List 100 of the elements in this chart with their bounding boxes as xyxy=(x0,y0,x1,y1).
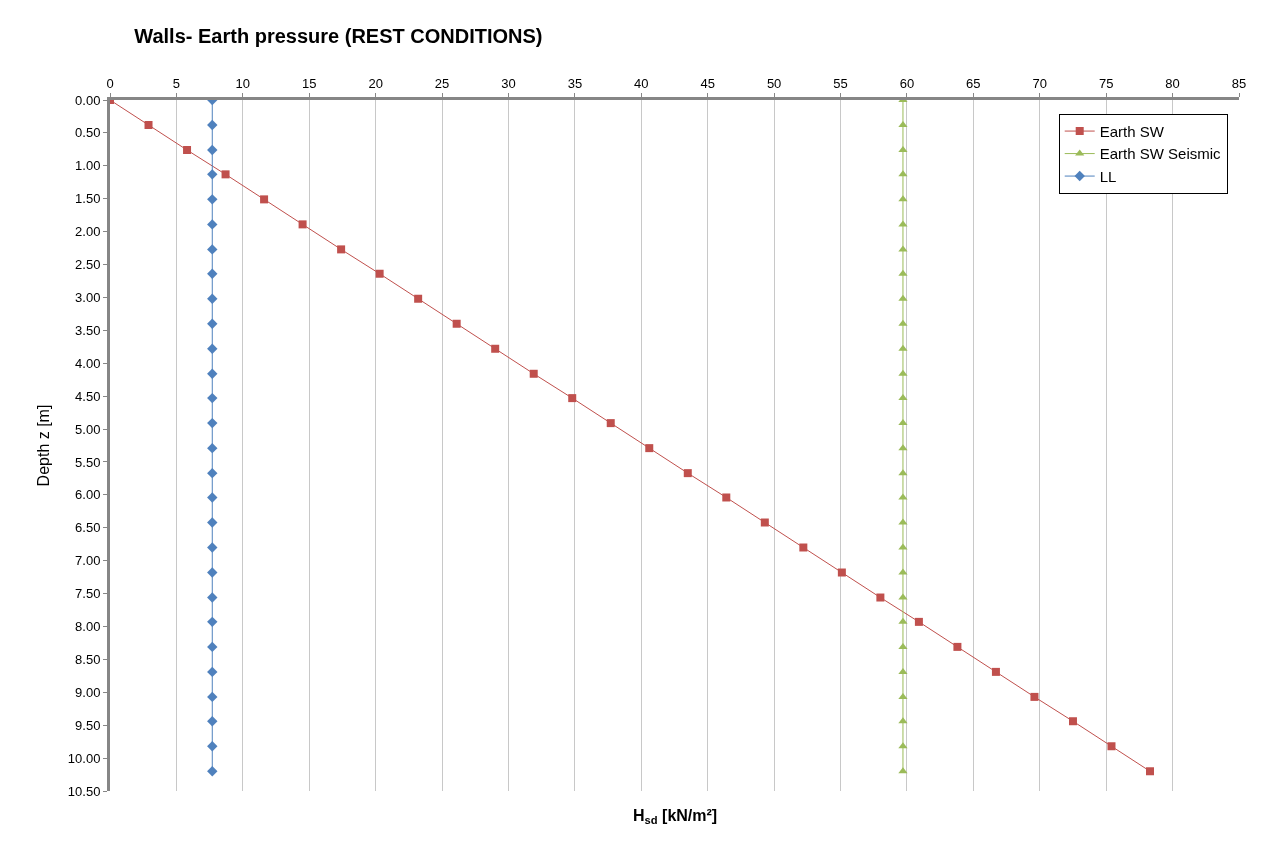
point xyxy=(898,369,908,376)
point xyxy=(898,294,908,301)
point xyxy=(1030,692,1039,701)
y-tick-label: 8.00 xyxy=(75,619,101,635)
x-tick-label: 0 xyxy=(106,75,114,91)
point xyxy=(207,517,218,528)
point xyxy=(799,543,808,552)
y-tick-label: 10.50 xyxy=(67,783,101,799)
point xyxy=(207,567,218,578)
point xyxy=(375,269,384,278)
x-tick-label: 15 xyxy=(302,75,317,91)
point xyxy=(298,220,307,229)
point xyxy=(207,293,218,304)
point xyxy=(207,318,218,329)
point xyxy=(183,146,192,155)
point xyxy=(414,294,423,303)
x-tick-label: 85 xyxy=(1231,75,1247,91)
point xyxy=(207,268,218,279)
point xyxy=(898,469,908,476)
point xyxy=(207,144,218,156)
legend-label: LL xyxy=(1099,167,1117,185)
y-tick-label: 7.00 xyxy=(75,553,101,569)
x-tick-label: 65 xyxy=(966,75,981,91)
point xyxy=(207,368,218,379)
legend-label: Earth SW Seismic xyxy=(1099,145,1222,163)
y-tick-label: 0.00 xyxy=(75,92,101,108)
point xyxy=(207,766,218,777)
x-tick-label: 30 xyxy=(501,75,516,91)
point xyxy=(876,593,885,602)
point xyxy=(606,419,615,428)
point xyxy=(645,444,654,453)
point xyxy=(1146,767,1155,776)
point xyxy=(898,568,908,575)
point xyxy=(898,269,908,276)
point xyxy=(452,319,461,328)
x-tick-label: 75 xyxy=(1098,75,1114,91)
point xyxy=(207,244,218,255)
point xyxy=(207,492,218,503)
point xyxy=(207,641,218,653)
point xyxy=(207,542,218,553)
x-tick-label: 20 xyxy=(368,75,383,91)
y-tick-label: 8.50 xyxy=(75,651,101,667)
y-tick-label: 2.00 xyxy=(75,224,101,240)
point xyxy=(207,119,218,131)
y-tick-label: 5.50 xyxy=(75,454,101,470)
y-tick-label: 3.50 xyxy=(75,322,101,338)
y-tick-label: 10.00 xyxy=(67,750,101,766)
x-tick-label: 40 xyxy=(634,75,649,91)
y-tick-label: 3.00 xyxy=(75,289,101,305)
point xyxy=(207,741,218,752)
x-tick-label: 25 xyxy=(434,75,450,91)
point xyxy=(337,245,346,254)
point xyxy=(683,469,692,478)
point xyxy=(207,666,218,678)
point xyxy=(898,518,908,525)
y-tick-label: 6.00 xyxy=(75,487,101,503)
chart-title: Walls- Earth pressure (REST CONDITIONS) xyxy=(134,25,543,48)
point xyxy=(221,170,230,179)
point xyxy=(898,543,908,550)
y-tick-label: 1.50 xyxy=(75,191,101,207)
y-tick-label: 9.50 xyxy=(75,717,101,733)
y-tick-label: 5.00 xyxy=(75,421,101,437)
point xyxy=(207,392,218,404)
x-axis-title: H$_{sd}$ [kN/m²] xyxy=(633,807,718,827)
x-tick-label: 70 xyxy=(1032,75,1047,91)
point xyxy=(207,343,218,354)
point xyxy=(898,444,908,451)
point xyxy=(207,219,218,230)
point xyxy=(898,319,908,326)
y-tick-label: 9.00 xyxy=(75,684,101,700)
point xyxy=(898,642,908,649)
point xyxy=(722,493,731,502)
point xyxy=(953,642,962,651)
point xyxy=(260,195,269,204)
point xyxy=(898,394,908,401)
point xyxy=(207,417,218,429)
y-axis-title: Depth z [m] xyxy=(34,404,52,487)
y-tick-label: 2.50 xyxy=(75,257,101,273)
point xyxy=(898,692,908,699)
y-tick-label: 1.00 xyxy=(75,158,101,174)
point xyxy=(837,568,846,577)
x-tick-label: 80 xyxy=(1165,75,1180,91)
y-tick-label: 0.50 xyxy=(75,125,101,141)
point xyxy=(207,716,218,727)
y-tick-label: 4.00 xyxy=(75,355,101,371)
x-tick-label: 55 xyxy=(833,75,848,91)
point xyxy=(914,617,923,626)
point xyxy=(898,593,908,600)
point xyxy=(207,616,218,628)
point xyxy=(898,344,908,351)
point xyxy=(760,518,769,527)
point xyxy=(207,442,218,454)
point xyxy=(144,121,153,130)
legend-label: Earth SW xyxy=(1099,122,1165,140)
x-tick-label: 35 xyxy=(567,75,583,91)
point xyxy=(568,394,577,403)
x-tick-label: 10 xyxy=(235,75,251,91)
point xyxy=(898,121,908,128)
point xyxy=(898,419,908,426)
point xyxy=(529,369,538,378)
